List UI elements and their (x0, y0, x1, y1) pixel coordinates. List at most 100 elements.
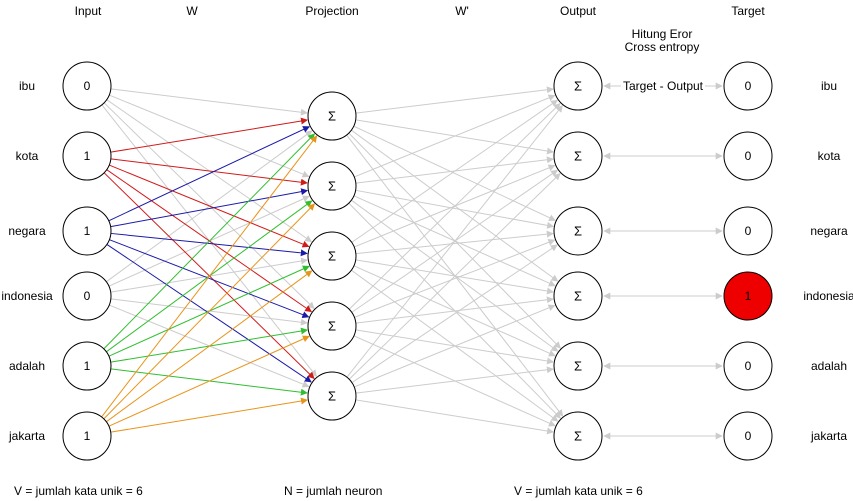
header-w: W (186, 4, 198, 18)
footer-n-projection: N = jumlah neuron (284, 484, 382, 498)
target-value-kota: 0 (745, 149, 752, 163)
edges-inactive (101, 86, 564, 435)
output-sigma-kota: Σ (574, 149, 582, 164)
projection-node-2 (307, 161, 357, 211)
edge-wprime-p4-adalah (355, 366, 554, 394)
target-node-jakarta (723, 411, 773, 461)
input-word-adalah: adalah (9, 359, 45, 373)
output-node-jakarta (553, 411, 603, 461)
target-value-ibu: 0 (745, 79, 752, 93)
target-value-indonesia: 1 (745, 289, 752, 303)
target-value-negara: 0 (745, 224, 752, 238)
target-node-adalah (723, 341, 773, 391)
header-w-prime: W' (455, 4, 469, 18)
input-node-jakarta (62, 411, 112, 461)
edge-w-negara-p2 (110, 232, 308, 257)
edge-wprime-p3-ibu (348, 102, 561, 310)
projection-node-4 (307, 301, 357, 351)
edge-wprime-p4-negara (351, 244, 558, 384)
nodes: 0 ibu 1 kota 1 negara 0 indonesia 1 adalah 1 jakart… (1, 61, 853, 461)
error-note-line1: Hitung Eror (632, 27, 693, 41)
edge-wprime-p1-negara (355, 189, 555, 229)
edge-w-jakarta-p2 (106, 270, 313, 423)
error-arrows: Target - Output (603, 78, 723, 440)
edge-w-jakarta-p1 (103, 203, 315, 420)
edge-w-negara-p1 (110, 188, 309, 228)
error-arrow-label-bg (621, 78, 705, 94)
edge-wprime-p1-ibu (354, 94, 556, 178)
output-sigma-ibu: Σ (574, 79, 582, 94)
footer-v-input: V = jumlah kata unik = 6 (14, 484, 143, 498)
output-node-negara (553, 206, 603, 256)
input-word-ibu: ibu (19, 79, 35, 93)
target-word-jakarta: jakarta (810, 429, 847, 443)
edge-w-negara-p3 (109, 239, 310, 318)
target-word-ibu: ibu (821, 79, 837, 93)
header-target: Target (731, 4, 765, 18)
target-value-jakarta: 0 (745, 429, 752, 443)
input-value-adalah: 1 (84, 359, 91, 373)
output-sigma-indonesia: Σ (574, 289, 582, 304)
edge-wprime-p3-indonesia (355, 296, 554, 324)
header-output: Output (560, 4, 597, 18)
edge-wprime-p2-negara (355, 230, 554, 255)
edge-wprime-p0-ibu (355, 86, 554, 114)
target-word-adalah: adalah (811, 359, 847, 373)
input-value-kota: 1 (84, 149, 91, 163)
input-value-indonesia: 0 (84, 289, 91, 303)
input-value-jakarta: 1 (84, 429, 91, 443)
output-node-kota (553, 131, 603, 181)
edge-w-kota-p0 (110, 117, 309, 153)
projection-node-3 (307, 231, 357, 281)
edge-w-jakarta-p4 (110, 397, 309, 433)
edge-w-jakarta-p3 (108, 335, 310, 427)
output-node-adalah (553, 341, 603, 391)
projection-sigma-1: Σ (328, 109, 336, 124)
projection-node-1 (307, 91, 357, 141)
output-node-ibu (553, 61, 603, 111)
input-word-negara: negara (8, 224, 46, 238)
target-value-adalah: 0 (745, 359, 752, 373)
target-node-ibu (723, 61, 773, 111)
input-value-ibu: 0 (84, 79, 91, 93)
error-arrow-label: Target - Output (623, 79, 704, 93)
target-node-indonesia (723, 271, 773, 321)
input-node-negara (62, 206, 112, 256)
edge-w-kota-p2 (109, 164, 310, 248)
output-sigma-adalah: Σ (574, 359, 582, 374)
projection-sigma-3: Σ (328, 249, 336, 264)
edge-w-jakarta-p0 (101, 135, 318, 418)
edge-wprime-p4-indonesia (354, 304, 556, 388)
projection-node-5 (307, 371, 357, 421)
error-note-line2: Cross entropy (625, 40, 700, 54)
target-node-kota (723, 131, 773, 181)
input-node-indonesia (62, 271, 112, 321)
input-word-indonesia: indonesia (1, 289, 53, 303)
edge-wprime-p4-jakarta (355, 399, 555, 435)
input-node-ibu (62, 61, 112, 111)
projection-sigma-5: Σ (328, 389, 336, 404)
edge-w-ibu-p0 (110, 88, 308, 116)
edge-wprime-p2-ibu (351, 99, 559, 243)
input-value-negara: 1 (84, 224, 91, 238)
edge-wprime-p0-negara (353, 125, 556, 221)
edge-w-adalah-p0 (103, 133, 315, 350)
edge-w-kota-p1 (110, 158, 308, 186)
edge-w-negara-p4 (106, 243, 312, 383)
footer-v-output: V = jumlah kata unik = 6 (514, 484, 643, 498)
projection-sigma-2: Σ (328, 179, 336, 194)
target-word-kota: kota (818, 149, 841, 163)
output-sigma-jakarta: Σ (574, 429, 582, 444)
edge-wprime-p4-ibu (346, 105, 563, 378)
edges-active (101, 117, 318, 433)
input-word-jakarta: jakarta (8, 429, 45, 443)
target-word-negara: negara (810, 224, 848, 238)
edge-wprime-p4-kota (348, 172, 561, 380)
header-input: Input (75, 4, 102, 18)
header-projection: Projection (305, 4, 358, 18)
output-node-indonesia (553, 271, 603, 321)
edge-wprime-p3-negara (354, 239, 556, 318)
input-word-kota: kota (16, 149, 39, 163)
input-node-adalah (62, 341, 112, 391)
input-node-kota (62, 131, 112, 181)
